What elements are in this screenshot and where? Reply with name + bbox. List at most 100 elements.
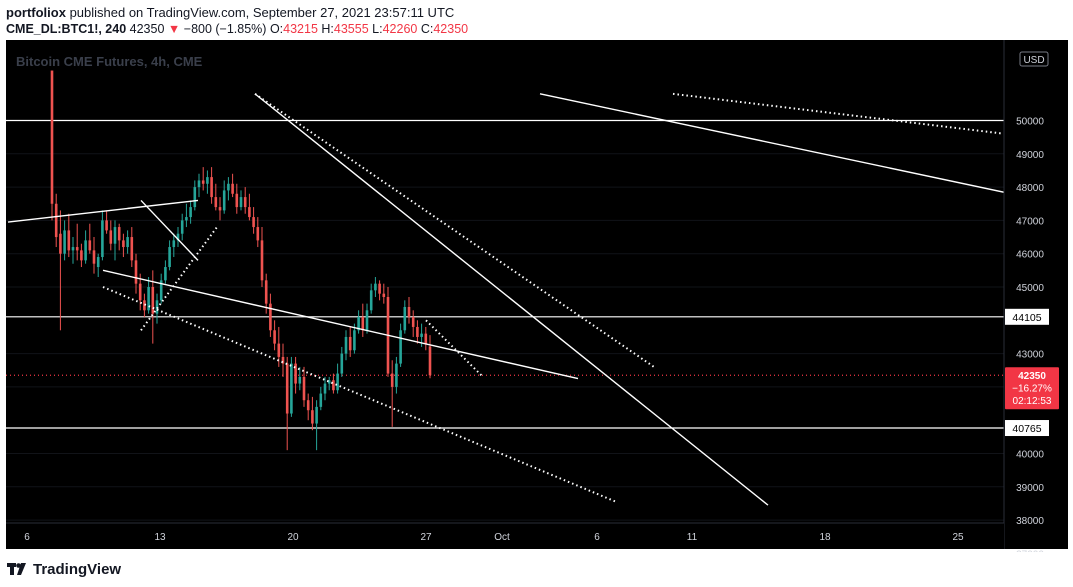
candle-body xyxy=(109,230,113,244)
candle-body xyxy=(399,330,402,364)
candle-body xyxy=(227,183,230,191)
y-tick-label: 43000 xyxy=(1016,350,1044,361)
candle-body xyxy=(374,283,377,291)
candle-body xyxy=(294,363,297,384)
candle-body xyxy=(378,283,381,294)
currency-badge[interactable]: USD xyxy=(1019,51,1049,67)
price-axis[interactable] xyxy=(1004,40,1068,549)
tradingview-logo-icon xyxy=(7,562,26,575)
price-label-text: 44105 xyxy=(1012,312,1041,324)
x-tick-label: Oct xyxy=(494,532,510,543)
candle-body xyxy=(185,217,188,221)
candle-body xyxy=(264,280,268,304)
price-label-box xyxy=(1005,420,1049,437)
candle-body xyxy=(206,177,209,184)
current-price-label-text: 42350 xyxy=(1018,371,1046,382)
candle-body xyxy=(323,383,327,394)
candle-body xyxy=(395,363,398,387)
publish-info: published on TradingView.com, September … xyxy=(69,5,455,20)
candle-body xyxy=(336,373,339,391)
price-label-box xyxy=(1005,308,1049,325)
candle-body xyxy=(390,373,394,387)
candle-body xyxy=(256,227,260,241)
current-price-label-text: −16.27% xyxy=(1012,384,1052,395)
x-tick-labels: 6 13 20 27 Oct 6 11 18 25 xyxy=(24,532,964,543)
tradingview-brand: TradingView xyxy=(33,561,122,578)
low-value: 42260 xyxy=(382,22,418,36)
chart-header: portfoliox published on TradingView.com,… xyxy=(0,0,1073,40)
current-price-label-box xyxy=(1005,367,1059,410)
candle-body xyxy=(172,240,176,248)
y-tick-label: 37000 xyxy=(1016,549,1044,552)
y-tick-label: 46000 xyxy=(1016,250,1044,261)
candle-body xyxy=(63,230,66,254)
trendline xyxy=(254,93,769,506)
candle-body xyxy=(54,203,58,238)
x-tick-label: 18 xyxy=(819,532,831,543)
low-label: L: xyxy=(372,22,383,36)
candle-body xyxy=(126,237,129,248)
candle-body xyxy=(269,303,272,331)
candle-body xyxy=(252,217,255,228)
symbol-label: CME_DL:BTC1!, 240 xyxy=(6,22,127,36)
open-label: O: xyxy=(269,22,284,36)
candle-body xyxy=(298,376,302,384)
candle-body xyxy=(168,247,171,268)
candle-body xyxy=(239,197,243,208)
candle-body xyxy=(134,260,138,284)
x-tick-label: 20 xyxy=(287,532,299,543)
candle-body xyxy=(327,380,331,384)
candle-body xyxy=(348,336,352,351)
candle-body xyxy=(319,393,323,407)
candle-body xyxy=(201,180,205,184)
current-price-label-text: 02:12:53 xyxy=(1013,396,1052,407)
candle-body xyxy=(243,197,247,208)
x-tick-label: 13 xyxy=(154,532,166,543)
candle-body xyxy=(332,380,335,391)
candle-body xyxy=(357,316,360,331)
price-labels: 4410540765366753651042350−16.27%02:12:53 xyxy=(1005,308,1059,437)
candle-body xyxy=(235,193,239,208)
candle-body xyxy=(147,287,150,311)
candle-body xyxy=(273,330,276,344)
candle-body xyxy=(382,293,386,297)
tradingview-logo[interactable]: TradingView xyxy=(7,561,121,578)
trendline xyxy=(7,199,199,223)
candle-body xyxy=(285,363,289,414)
candle-body xyxy=(71,247,75,251)
price-chart[interactable]: Bitcoin CME Futures, 4h, CME 37000 38000 3… xyxy=(0,0,1073,552)
trendline xyxy=(140,199,199,261)
y-tick-label: 45000 xyxy=(1016,283,1044,294)
candle-body xyxy=(189,207,192,218)
author-name[interactable]: portfoliox xyxy=(6,5,66,20)
down-arrow-icon: ▼ xyxy=(167,22,181,36)
candles xyxy=(50,70,432,451)
candle-body xyxy=(105,220,108,231)
candle-body xyxy=(92,250,96,264)
candle-body xyxy=(80,250,83,261)
candle-body xyxy=(59,233,62,254)
candle-body xyxy=(260,240,264,281)
candle-body xyxy=(75,247,79,251)
candle-body xyxy=(84,240,87,261)
candle-body xyxy=(420,333,423,337)
candle-body xyxy=(180,220,184,234)
candle-body xyxy=(306,400,310,411)
open-value: 43215 xyxy=(283,22,318,36)
candle-body xyxy=(407,306,411,317)
candle-body xyxy=(290,363,293,414)
grid-lines xyxy=(6,120,1004,521)
horizontal-lines[interactable] xyxy=(6,119,1004,553)
candle-body xyxy=(302,376,306,401)
x-tick-label: 6 xyxy=(24,532,30,543)
candle-body xyxy=(117,227,121,241)
time-axis[interactable] xyxy=(6,523,1004,549)
candle-body xyxy=(214,197,218,208)
candle-body xyxy=(281,356,285,364)
candle-body xyxy=(50,70,54,204)
candle-body xyxy=(176,233,180,241)
candle-body xyxy=(222,190,226,211)
trendline xyxy=(102,269,579,380)
candle-body xyxy=(353,330,356,351)
x-tick-label: 6 xyxy=(594,532,600,543)
